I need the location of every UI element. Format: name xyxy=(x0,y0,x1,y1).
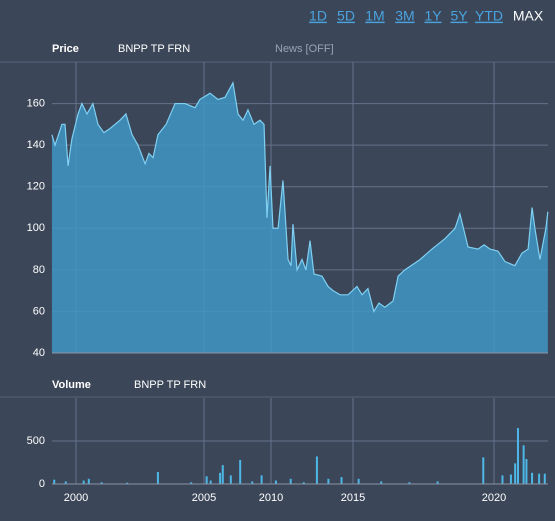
volume-bar xyxy=(190,482,193,484)
price-line xyxy=(51,80,549,313)
volume-bar xyxy=(516,428,519,484)
volume-bar xyxy=(525,459,528,484)
volume-bar xyxy=(340,477,343,484)
volume-bar xyxy=(219,472,222,484)
price-area xyxy=(51,82,548,354)
volume-bar xyxy=(251,481,254,484)
volume-bar xyxy=(126,482,129,484)
panel-title: Price xyxy=(52,43,79,55)
range-button[interactable]: 1Y xyxy=(424,8,442,24)
x-tick-label: 2000 xyxy=(64,492,88,504)
y-tick-label: 500 xyxy=(27,435,45,447)
volume-bar xyxy=(87,478,90,484)
range-button[interactable]: 5Y xyxy=(450,8,468,24)
volume-bar xyxy=(274,480,277,484)
panel-subtitle: BNPP TP FRN xyxy=(118,43,190,55)
y-tick-label: 100 xyxy=(27,222,45,234)
panel-subtitle: BNPP TP FRN xyxy=(134,379,206,391)
volume-bar xyxy=(156,471,159,484)
volume-bar xyxy=(53,479,56,484)
range-button[interactable]: YTD xyxy=(475,8,503,24)
volume-bar xyxy=(501,475,504,484)
range-button[interactable]: 5D xyxy=(337,8,355,24)
volume-bar xyxy=(543,473,546,484)
y-tick-label: 80 xyxy=(33,264,45,276)
x-tick-label: 2010 xyxy=(259,492,283,504)
news-toggle[interactable]: News [OFF] xyxy=(275,43,334,55)
volume-bar xyxy=(509,474,512,484)
volume-bar xyxy=(436,481,439,484)
volume-bar xyxy=(408,482,411,484)
volume-bar xyxy=(327,478,330,484)
volume-bar xyxy=(315,456,318,484)
volume-bar xyxy=(514,463,517,484)
range-button[interactable]: MAX xyxy=(513,8,544,24)
volume-bar xyxy=(538,473,541,484)
volume-bar xyxy=(229,475,232,484)
volume-bar xyxy=(239,459,242,484)
volume-bar xyxy=(482,457,485,484)
panel-title: Volume xyxy=(52,379,91,391)
range-button[interactable]: 1M xyxy=(365,8,384,24)
volume-bar xyxy=(64,481,67,484)
volume-bar xyxy=(100,482,103,484)
volume-bar xyxy=(289,478,292,484)
volume-bar xyxy=(221,465,224,484)
volume-bar xyxy=(260,475,263,484)
x-tick-label: 2005 xyxy=(192,492,216,504)
y-tick-label: 160 xyxy=(27,97,45,109)
range-button[interactable]: 3M xyxy=(395,8,414,24)
volume-bar xyxy=(209,480,212,484)
volume-bar xyxy=(380,481,383,484)
y-tick-label: 60 xyxy=(33,305,45,317)
y-tick-label: 0 xyxy=(39,478,45,490)
volume-bar xyxy=(205,476,208,484)
x-tick-label: 2020 xyxy=(482,492,506,504)
volume-bar xyxy=(357,478,360,484)
volume-bar xyxy=(531,472,534,484)
volume-bar xyxy=(522,445,525,484)
volume-bar xyxy=(82,480,85,484)
y-tick-label: 120 xyxy=(27,181,45,193)
range-button[interactable]: 1D xyxy=(309,8,327,24)
volume-bar xyxy=(302,482,305,484)
y-tick-label: 140 xyxy=(27,139,45,151)
x-tick-label: 2015 xyxy=(341,492,365,504)
y-tick-label: 40 xyxy=(33,347,45,359)
